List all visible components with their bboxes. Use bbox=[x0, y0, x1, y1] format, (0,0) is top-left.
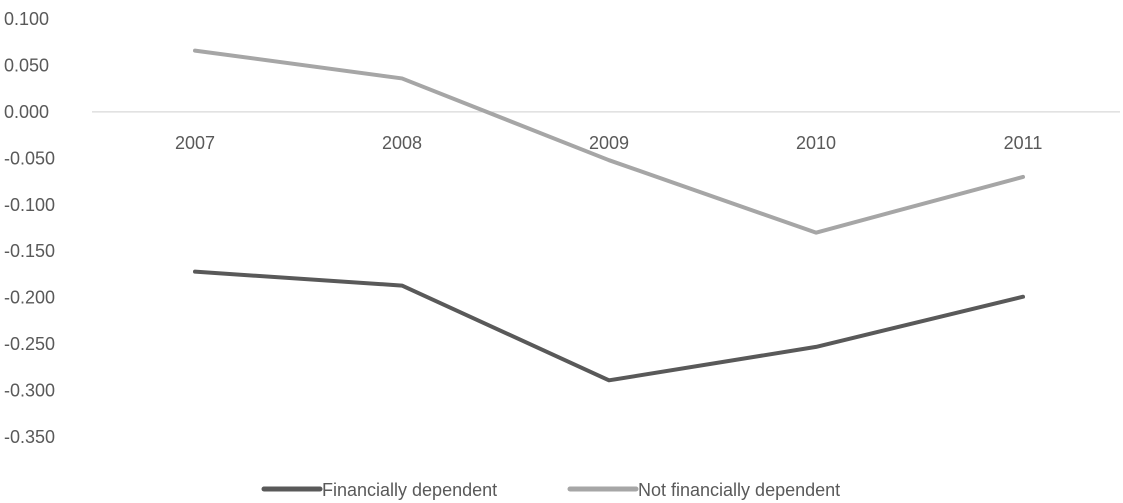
x-tick-label: 2010 bbox=[796, 133, 836, 153]
y-tick-label: -0.350 bbox=[4, 427, 55, 447]
y-tick-label: 0.000 bbox=[4, 102, 49, 122]
y-axis: 0.100 0.050 0.000 -0.050 -0.100 -0.150 -0.200 -… bbox=[4, 9, 55, 447]
y-tick-label: -0.300 bbox=[4, 381, 55, 401]
legend-label: Not financially dependent bbox=[638, 480, 840, 500]
series-line-not-financially-dependent bbox=[193, 48, 1025, 235]
y-tick-label: 0.100 bbox=[4, 9, 49, 29]
legend: Financially dependent Not financially dep… bbox=[261, 480, 840, 500]
legend-label: Financially dependent bbox=[322, 480, 497, 500]
y-tick-label: -0.200 bbox=[4, 288, 55, 308]
x-tick-label: 2009 bbox=[589, 133, 629, 153]
y-tick-label: -0.050 bbox=[4, 148, 55, 168]
x-axis: 2007 2008 2009 2010 2011 bbox=[175, 133, 1042, 153]
series-line-financially-dependent bbox=[193, 269, 1025, 383]
y-tick-label: 0.050 bbox=[4, 55, 49, 75]
x-tick-label: 2008 bbox=[382, 133, 422, 153]
series-layer bbox=[193, 48, 1025, 383]
x-tick-label: 2007 bbox=[175, 133, 215, 153]
y-tick-label: -0.250 bbox=[4, 334, 55, 354]
x-tick-label: 2011 bbox=[1004, 133, 1043, 153]
y-tick-label: -0.100 bbox=[4, 195, 55, 215]
y-tick-label: -0.150 bbox=[4, 241, 55, 261]
